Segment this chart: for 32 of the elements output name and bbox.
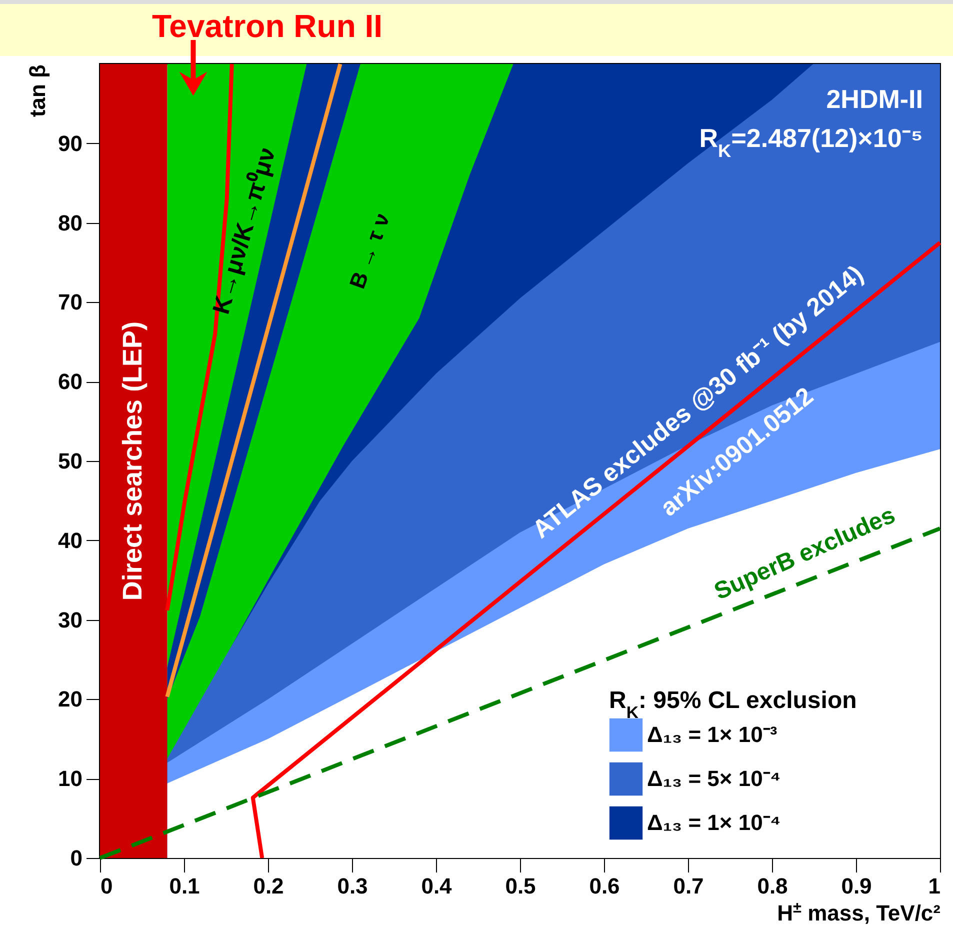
x-tick-label: 0.4 — [421, 874, 453, 898]
y-tick-label: 80 — [58, 210, 82, 236]
legend-title: R$_{K}$: 95% CL exclusion — [609, 687, 857, 722]
x-tick-label: 0.3 — [337, 874, 368, 898]
x-tick-label: 0.7 — [673, 874, 704, 898]
y-tick-label: 30 — [58, 607, 82, 632]
x-tick-label: 0.8 — [757, 874, 788, 898]
y-tick-label: 70 — [58, 290, 82, 315]
legend-label: Δ₁₃ = 1× 10⁻³ — [647, 722, 778, 747]
legend-label: Δ₁₃ = 5× 10⁻⁴ — [647, 766, 781, 791]
y-tick-label: 0 — [70, 846, 82, 870]
x-tick-label: 0.6 — [589, 874, 620, 898]
y-tick-label: 20 — [58, 686, 82, 712]
annotation: R$_{K}$=2.487(12)×10⁻⁵ — [699, 123, 923, 161]
y-tick-label: 10 — [58, 766, 82, 792]
x-tick-label: 1 — [928, 874, 940, 898]
x-tick-label: 0.9 — [841, 874, 872, 898]
band-label: Direct searches (LEP) — [118, 321, 148, 601]
annotation: 2HDM-II — [826, 84, 923, 114]
legend-label: Δ₁₃ = 1× 10⁻⁴ — [647, 810, 781, 835]
y-tick-label: 50 — [58, 448, 82, 474]
y-axis-title: tan β — [25, 64, 50, 118]
x-tick-label: 0.5 — [505, 874, 536, 898]
x-tick-label: 0.1 — [169, 874, 200, 898]
annotation: B → τ ν — [344, 210, 395, 292]
x-axis-title: H$^{±}$ mass, TeV/c² — [777, 899, 940, 926]
y-tick-label: 40 — [58, 528, 82, 553]
x-tick-label: 0.2 — [253, 874, 284, 898]
y-tick-label: 60 — [58, 369, 82, 394]
x-tick-label: 0 — [100, 874, 113, 898]
y-tick-label: 90 — [58, 130, 82, 156]
chart-title: Tevatron Run II — [152, 8, 383, 44]
